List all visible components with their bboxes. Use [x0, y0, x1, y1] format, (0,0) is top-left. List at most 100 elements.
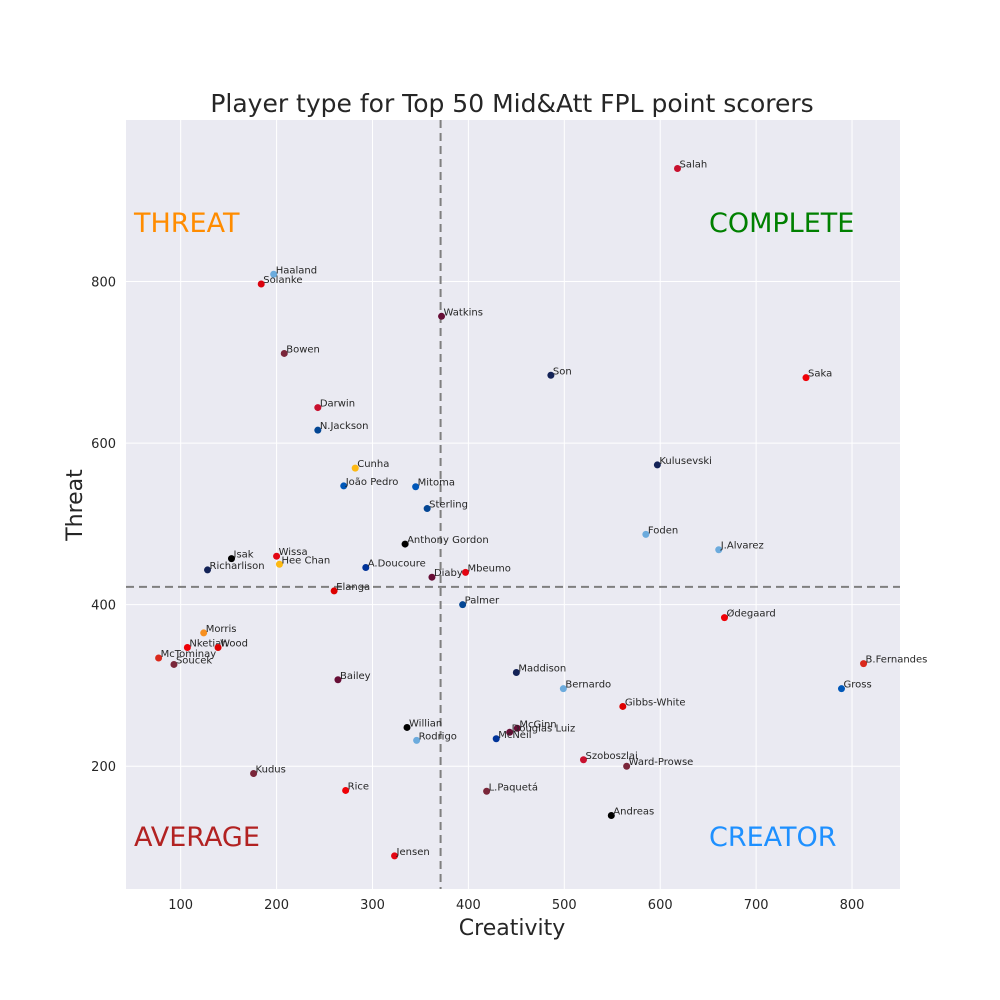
- point-marker: [342, 786, 350, 794]
- point-label: Kudus: [256, 764, 286, 775]
- point-marker: [214, 643, 222, 651]
- point-marker: [559, 685, 567, 693]
- point-marker: [362, 564, 370, 572]
- point-marker: [438, 312, 446, 320]
- point-label: Mbeumo: [468, 563, 511, 574]
- point-marker: [275, 560, 283, 568]
- data-point: McTominay: [155, 649, 216, 662]
- data-point: Mbeumo: [462, 563, 511, 576]
- point-label: Soucek: [176, 655, 212, 666]
- point-label: Jensen: [396, 847, 430, 858]
- data-point: Nketiah: [183, 638, 228, 651]
- point-label: Elanga: [336, 582, 370, 593]
- data-point: Kudus: [250, 764, 286, 777]
- point-label: McTominay: [161, 649, 217, 660]
- data-point: Soucek: [170, 655, 212, 668]
- data-point: N.Jackson: [314, 421, 369, 434]
- chart-title: Player type for Top 50 Mid&Att FPL point…: [210, 89, 813, 118]
- x-tick-label: 600: [648, 898, 673, 913]
- point-marker: [314, 404, 322, 412]
- point-marker: [619, 702, 627, 710]
- data-point: Hee Chan: [275, 555, 330, 568]
- data-point: Wissa: [273, 547, 308, 560]
- quadrant-labels: THREAT COMPLETE AVERAGE CREATOR: [133, 208, 854, 853]
- data-point: Saka: [802, 369, 832, 382]
- point-label: Foden: [648, 525, 678, 536]
- point-marker: [183, 643, 191, 651]
- x-tick-label: 200: [264, 898, 289, 913]
- data-point: Richarlison: [204, 561, 265, 574]
- point-marker: [270, 270, 278, 278]
- point-label: Andreas: [613, 806, 654, 817]
- point-label: Salah: [679, 159, 707, 170]
- point-label: B.Fernandes: [866, 655, 928, 666]
- plot-area: [126, 120, 900, 889]
- point-marker: [802, 374, 810, 382]
- point-marker: [391, 852, 399, 860]
- data-point: Watkins: [438, 307, 483, 320]
- point-label: Douglas Luiz: [512, 723, 576, 734]
- point-label: Bailey: [340, 671, 371, 682]
- x-tick-label: 300: [360, 898, 385, 913]
- quadrant-label-average: AVERAGE: [134, 822, 260, 853]
- point-label: Palmer: [465, 596, 500, 607]
- point-marker: [340, 482, 348, 490]
- point-marker: [334, 676, 342, 684]
- point-marker: [513, 724, 521, 732]
- point-marker: [413, 736, 421, 744]
- point-label: Saka: [808, 369, 832, 380]
- reference-lines: [126, 120, 900, 889]
- x-tick-label: 500: [552, 898, 577, 913]
- quadrant-label-threat: THREAT: [133, 208, 240, 239]
- point-label: Bowen: [286, 344, 320, 355]
- point-marker: [228, 555, 236, 563]
- point-marker: [506, 728, 514, 736]
- point-label: Wissa: [279, 547, 308, 558]
- data-point: Ward-Prowse: [623, 757, 693, 770]
- point-marker: [720, 614, 728, 622]
- data-point: Isak: [228, 550, 254, 563]
- point-label: Gibbs-White: [625, 697, 686, 708]
- data-point: Rice: [342, 781, 369, 794]
- point-label: Haaland: [276, 265, 317, 276]
- axis-ticks: 100 200 300 400 500 600 700 800 200 400 600 800: [91, 276, 864, 913]
- data-point: Bernardo: [559, 680, 611, 693]
- point-label: Solanke: [263, 275, 302, 286]
- data-point: Wood: [214, 638, 248, 651]
- point-label: McGinn: [519, 719, 556, 730]
- point-marker: [314, 426, 322, 434]
- data-point: Gibbs-White: [619, 697, 686, 710]
- data-point: Darwin: [314, 399, 355, 412]
- data-point: Morris: [200, 624, 236, 637]
- data-point: João Pedro: [340, 477, 398, 490]
- point-label: Szoboszlai: [585, 751, 637, 762]
- quadrant-label-creator: CREATOR: [709, 822, 837, 853]
- data-point: Sterling: [423, 500, 468, 513]
- point-label: Sterling: [429, 500, 468, 511]
- point-label: Kulusevski: [659, 456, 712, 467]
- data-point: Andreas: [607, 806, 654, 819]
- point-marker: [462, 568, 470, 576]
- data-point: Solanke: [257, 275, 303, 288]
- point-marker: [155, 654, 163, 662]
- point-label: Nketiah: [189, 638, 227, 649]
- point-label: Ødegaard: [726, 608, 775, 620]
- point-label: Isak: [234, 550, 254, 561]
- data-point: Kulusevski: [653, 456, 712, 469]
- point-label: Maddison: [518, 664, 566, 675]
- point-marker: [280, 349, 288, 357]
- data-point: Bailey: [334, 671, 371, 684]
- point-label: Rodrigo: [419, 731, 457, 742]
- point-marker: [653, 461, 661, 469]
- point-label: L.Paquetá: [489, 781, 538, 793]
- data-point: A.Doucoure: [362, 559, 426, 572]
- data-point: Palmer: [459, 596, 500, 609]
- data-point: Foden: [642, 525, 678, 538]
- point-label: Wood: [220, 638, 248, 649]
- y-tick-label: 400: [91, 599, 116, 614]
- data-point: McGinn: [513, 719, 557, 732]
- x-tick-label: 800: [840, 898, 865, 913]
- data-point: Szoboszlai: [579, 751, 638, 764]
- point-marker: [579, 756, 587, 764]
- point-marker: [423, 505, 431, 513]
